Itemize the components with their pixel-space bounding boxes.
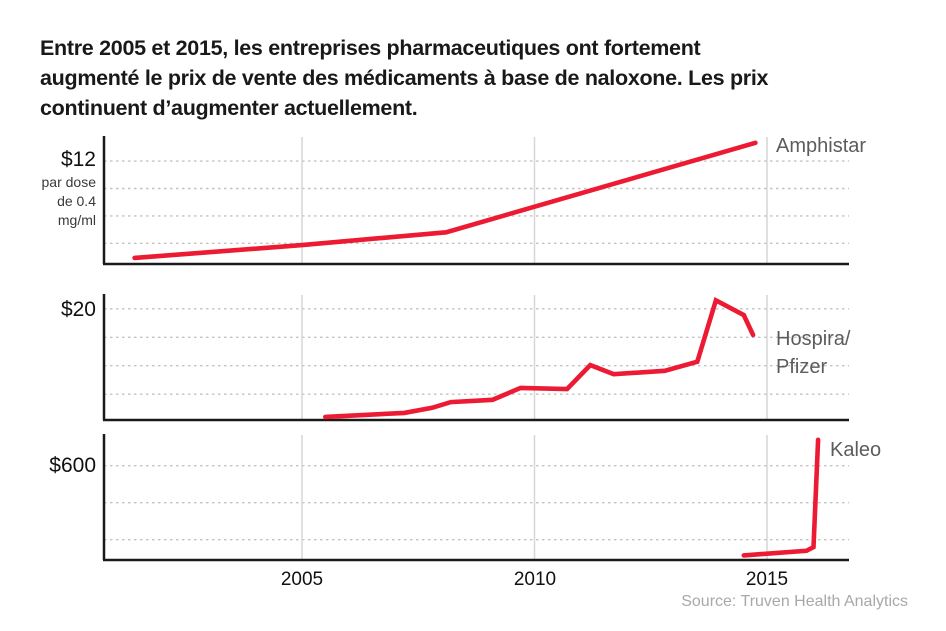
chart-title-line: Entre 2005 et 2015, les entreprises phar…	[40, 36, 701, 60]
chart-title: Entre 2005 et 2015, les entreprises phar…	[40, 33, 930, 123]
price-line-kaleo	[741, 437, 821, 558]
y-axis-max-value: $12	[60, 148, 96, 171]
source-attribution: Source: Truven Health Analytics	[681, 593, 908, 610]
x-tick-label-2015: 2015	[745, 569, 789, 590]
y-axis-label-kaleo: $600	[49, 455, 96, 477]
y-axis-unit-line: par dose	[41, 174, 96, 190]
y-axis-unit-line: mg/ml	[57, 212, 96, 228]
series-label-line: Hospira/	[776, 328, 851, 350]
y-axis-label-amphistar: $12 par dose de 0.4 mg/ml	[42, 149, 96, 230]
price-line-hospira-pfizer	[322, 296, 756, 420]
x-tick-label-2010: 2010	[513, 569, 557, 590]
series-label-kaleo: Kaleo	[830, 439, 882, 461]
y-axis-max-value: $20	[60, 298, 96, 321]
panel-hospira-pfizer	[102, 294, 849, 422]
y-axis-label-hospira: $20	[61, 299, 96, 321]
chart-title-line: augmenté le prix de vente des médicament…	[40, 66, 769, 90]
panel-amphistar	[102, 136, 849, 266]
y-axis-unit-label: par dose de 0.4 mg/ml	[42, 173, 96, 230]
y-axis-unit-line: de 0.4	[57, 193, 96, 209]
series-label-hospira-pfizer: Hospira/ Pfizer	[776, 325, 850, 381]
price-line-amphistar	[132, 140, 758, 261]
y-axis-max-value: $600	[49, 454, 96, 477]
series-label-amphistar: Amphistar	[776, 135, 867, 157]
x-tick-label-2005: 2005	[280, 569, 324, 590]
series-label-line: Pfizer	[776, 356, 828, 378]
chart-title-line: continuent d’augmenter actuellement.	[40, 96, 418, 120]
panel-kaleo	[102, 434, 849, 562]
